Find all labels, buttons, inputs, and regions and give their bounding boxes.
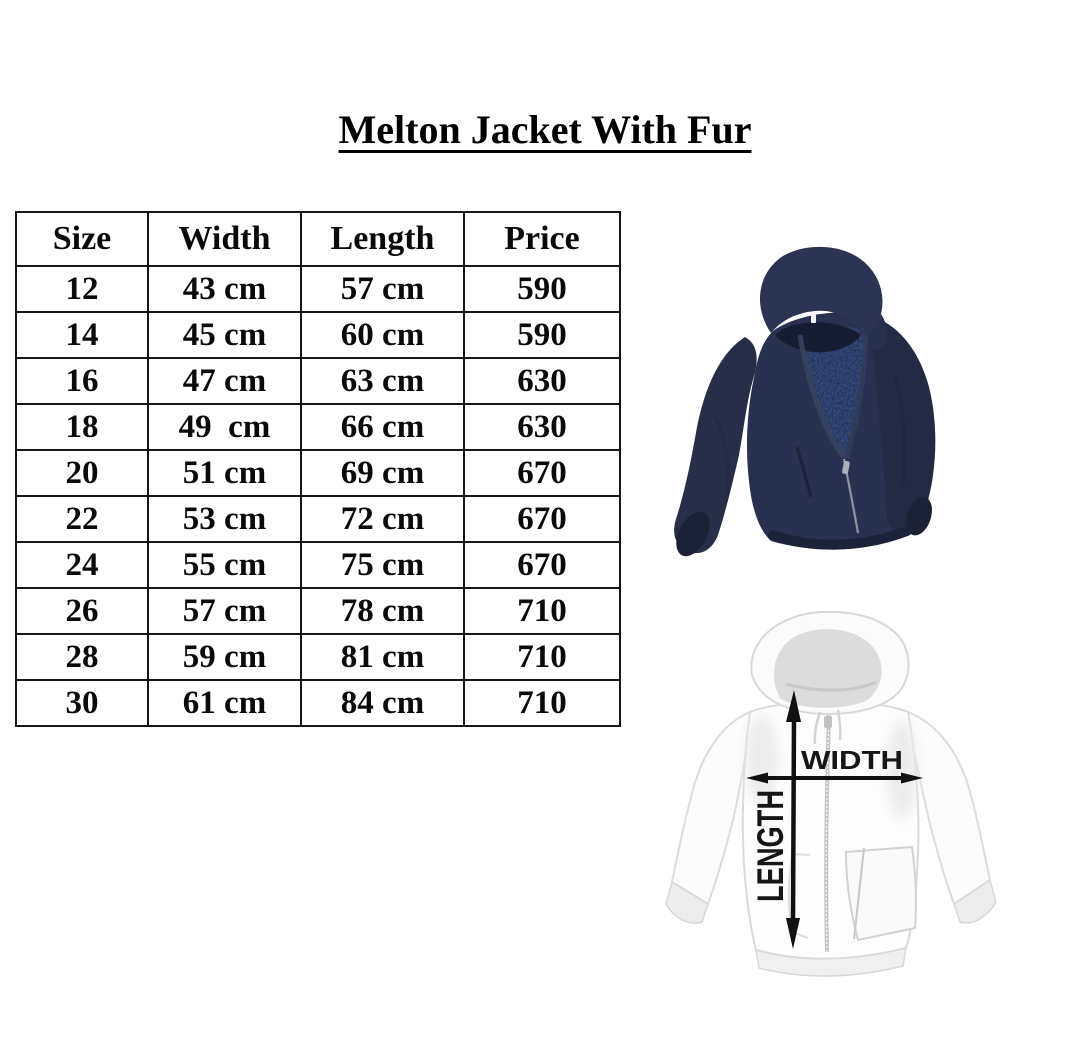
- cell-width: 53 cm: [147, 495, 302, 543]
- table-row: 24 55 cm 75 cm 670: [15, 541, 621, 589]
- table-row: 20 51 cm 69 cm 670: [15, 449, 621, 497]
- length-label: LENGTH: [750, 790, 791, 902]
- table-row: 28 59 cm 81 cm 710: [15, 633, 621, 681]
- cell-width: 57 cm: [147, 587, 302, 635]
- cell-length: 72 cm: [300, 495, 465, 543]
- measurement-arrows: WIDTH LENGTH: [746, 690, 923, 949]
- cell-price: 630: [463, 357, 621, 405]
- table-row: 12 43 cm 57 cm 590: [15, 265, 621, 313]
- hem-band: [755, 946, 907, 977]
- cell-size: 30: [15, 679, 149, 727]
- cell-size: 20: [15, 449, 149, 497]
- cell-length: 63 cm: [300, 357, 465, 405]
- cell-length: 81 cm: [300, 633, 465, 681]
- cell-length: 66 cm: [300, 403, 465, 451]
- cell-size: 26: [15, 587, 149, 635]
- cell-width: 51 cm: [147, 449, 302, 497]
- hood-tag: [811, 314, 816, 323]
- hoodie-size-diagram: WIDTH LENGTH: [665, 610, 997, 977]
- cell-size: 28: [15, 633, 149, 681]
- right-cuff: [953, 878, 997, 924]
- size-chart-table: Size Width Length Price 12 43 cm 57 cm 5…: [15, 211, 621, 727]
- col-header-width: Width: [147, 211, 302, 267]
- cell-width: 49 cm: [147, 403, 302, 451]
- zipper-slider: [824, 716, 832, 728]
- cell-length: 84 cm: [300, 679, 465, 727]
- cell-size: 22: [15, 495, 149, 543]
- table-row: 30 61 cm 84 cm 710: [15, 679, 621, 727]
- cell-price: 710: [463, 587, 621, 635]
- cell-length: 78 cm: [300, 587, 465, 635]
- cell-size: 14: [15, 311, 149, 359]
- col-header-price: Price: [463, 211, 621, 267]
- cell-price: 710: [463, 679, 621, 727]
- cell-width: 61 cm: [147, 679, 302, 727]
- cell-length: 60 cm: [300, 311, 465, 359]
- table-row: 22 53 cm 72 cm 670: [15, 495, 621, 543]
- col-header-size: Size: [15, 211, 149, 267]
- table-row: 18 49 cm 66 cm 630: [15, 403, 621, 451]
- right-cuff: [906, 496, 932, 536]
- zipper-pull: [842, 460, 850, 475]
- table-row: 16 47 cm 63 cm 630: [15, 357, 621, 405]
- cell-length: 57 cm: [300, 265, 465, 313]
- cell-width: 59 cm: [147, 633, 302, 681]
- cell-size: 24: [15, 541, 149, 589]
- jacket-photo: [674, 246, 936, 557]
- kangaroo-pocket: [844, 845, 917, 942]
- cell-price: 590: [463, 265, 621, 313]
- hoodie-shape: [665, 610, 997, 977]
- cell-price: 670: [463, 541, 621, 589]
- jacket-hood: [759, 246, 883, 337]
- cell-length: 75 cm: [300, 541, 465, 589]
- jacket-shape: [674, 246, 936, 557]
- cell-size: 12: [15, 265, 149, 313]
- left-cuff: [676, 511, 710, 557]
- left-cuff: [665, 880, 709, 924]
- table-row: 26 57 cm 78 cm 710: [15, 587, 621, 635]
- cell-length: 69 cm: [300, 449, 465, 497]
- hood-lining: [773, 629, 882, 708]
- col-header-length: Length: [300, 211, 465, 267]
- cell-width: 45 cm: [147, 311, 302, 359]
- cell-price: 590: [463, 311, 621, 359]
- length-arrow: [790, 715, 797, 923]
- cell-width: 47 cm: [147, 357, 302, 405]
- cell-price: 670: [463, 495, 621, 543]
- cell-price: 710: [463, 633, 621, 681]
- cell-price: 630: [463, 403, 621, 451]
- cell-size: 16: [15, 357, 149, 405]
- table-row: 14 45 cm 60 cm 590: [15, 311, 621, 359]
- header-row: Size Width Length Price: [15, 211, 621, 267]
- cell-width: 43 cm: [147, 265, 302, 313]
- cell-price: 670: [463, 449, 621, 497]
- width-label: WIDTH: [801, 745, 903, 775]
- cell-size: 18: [15, 403, 149, 451]
- cell-width: 55 cm: [147, 541, 302, 589]
- page-title: Melton Jacket With Fur: [338, 107, 752, 152]
